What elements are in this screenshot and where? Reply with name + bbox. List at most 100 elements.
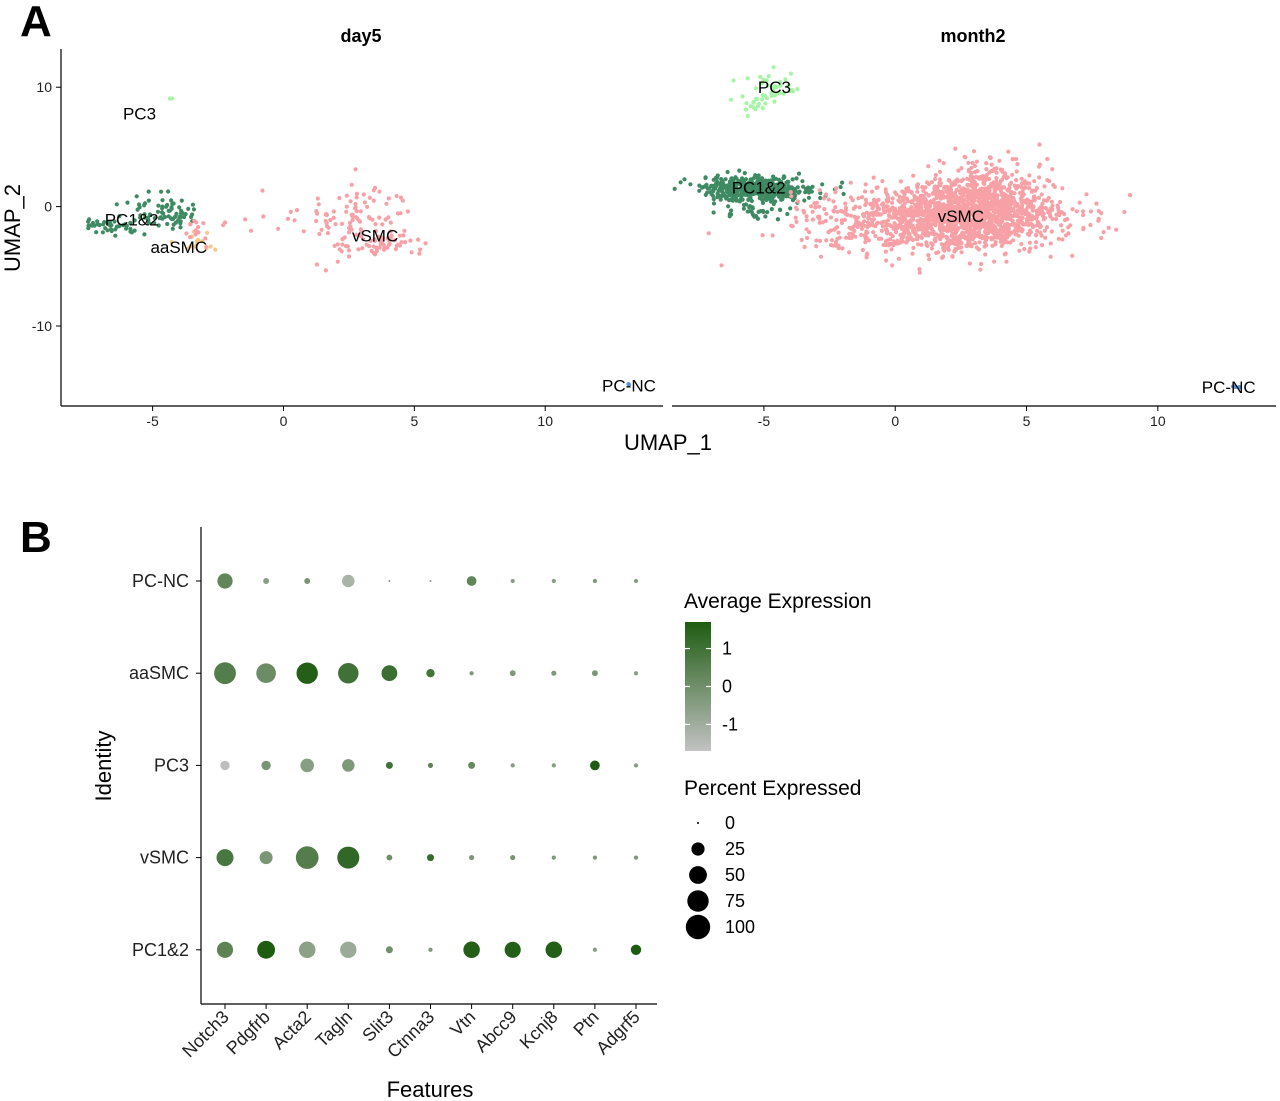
umap-point [812, 201, 817, 206]
umap-point [1032, 179, 1037, 184]
umap-point [814, 238, 819, 243]
umap-point [788, 190, 793, 195]
umap-point [983, 234, 989, 239]
feature-label: Acta2 [268, 1007, 315, 1054]
umap-point [884, 223, 889, 228]
umap-point [747, 188, 752, 193]
umap-point [884, 227, 889, 232]
umap-point [891, 239, 896, 244]
umap-point [916, 242, 921, 247]
umap-point [711, 177, 716, 182]
umap-point [979, 205, 985, 210]
umap-point [790, 198, 796, 203]
umap-point [804, 227, 809, 232]
umap-point [879, 228, 885, 233]
umap-point [288, 209, 293, 214]
umap-point [895, 223, 900, 228]
umap-point [323, 212, 328, 217]
umap-point [147, 212, 153, 217]
umap-point [1027, 249, 1032, 254]
umap-point [1051, 183, 1056, 188]
umap-point [1010, 157, 1015, 162]
umap-point [1101, 230, 1106, 235]
umap-point [717, 181, 722, 186]
umap-point [978, 267, 983, 272]
umap-point [128, 229, 133, 234]
umap-point [960, 230, 965, 235]
umap-point [1006, 188, 1011, 193]
umap-point [952, 206, 957, 211]
umap-point [839, 208, 844, 213]
umap-point [992, 259, 997, 264]
umap-point [860, 247, 866, 253]
dot [468, 761, 476, 769]
umap-point [906, 199, 911, 204]
umap-point [959, 245, 964, 250]
umap-point [944, 234, 949, 239]
umap-point [1034, 216, 1039, 221]
dot [342, 759, 355, 772]
umap-point [179, 214, 184, 219]
dot [469, 671, 474, 676]
umap-point [994, 170, 999, 175]
umap-point [167, 96, 172, 101]
umap-point [932, 216, 937, 221]
umap-point [751, 105, 756, 110]
umap-point [729, 208, 734, 213]
umap-point [894, 192, 899, 197]
umap-point [992, 190, 997, 195]
dot [504, 941, 521, 958]
umap-point [915, 205, 920, 210]
dotplot-dots [214, 573, 642, 959]
umap-point [169, 198, 174, 203]
umap-point [778, 79, 783, 84]
dot [592, 578, 598, 584]
umap-point [794, 176, 799, 181]
umap-point [862, 189, 868, 194]
umap-point [142, 232, 147, 237]
umap-point [331, 215, 336, 220]
umap-point [796, 171, 802, 176]
umap-point [1017, 190, 1023, 196]
umap-point [800, 179, 805, 184]
umap-point [201, 221, 206, 226]
umap-point [1012, 191, 1017, 196]
identity-label: vSMC [140, 848, 189, 868]
umap-point [889, 200, 895, 205]
umap-point [848, 213, 854, 218]
umap-point [942, 248, 947, 253]
size-legend-title: Percent Expressed [684, 777, 861, 800]
umap-point [933, 223, 938, 228]
dot [551, 578, 556, 584]
umap-point [840, 246, 845, 251]
umap-point [720, 193, 725, 199]
umap-point [963, 219, 968, 224]
umap-point [723, 177, 728, 182]
umap-point [188, 235, 193, 240]
umap-point [969, 232, 974, 237]
umap-point [1066, 225, 1071, 230]
umap-axes [60, 49, 1276, 407]
umap-point [146, 189, 151, 194]
umap-point [125, 200, 130, 205]
dot [551, 855, 556, 860]
umap-point [959, 166, 964, 171]
umap-point [874, 200, 879, 205]
umap-point [899, 214, 904, 219]
umap-point [761, 77, 766, 82]
umap-point [915, 189, 920, 194]
umap-point [760, 93, 765, 98]
umap-point [834, 217, 839, 223]
umap-point [1015, 212, 1020, 217]
umap-point [1058, 199, 1063, 205]
umap-point [1074, 209, 1079, 214]
umap-point [948, 190, 953, 195]
umap-point [910, 214, 915, 219]
umap-point [344, 193, 349, 198]
umap-point [937, 169, 943, 174]
panel-b-label: B [20, 513, 52, 562]
umap-point [745, 113, 750, 119]
dot [216, 941, 234, 958]
umap-point [361, 237, 366, 242]
umap-point [773, 176, 779, 181]
